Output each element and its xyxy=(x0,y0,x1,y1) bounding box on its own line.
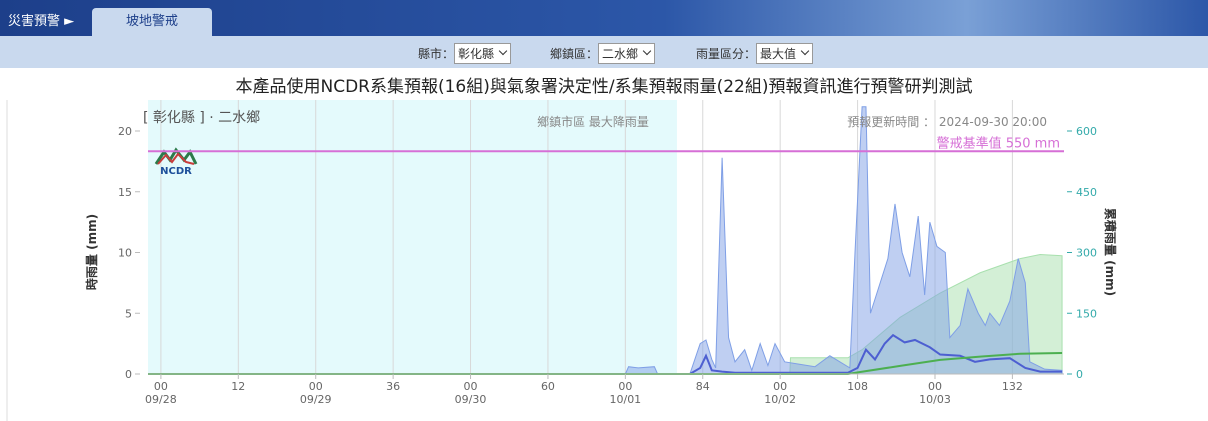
y2-tick-label: 300 xyxy=(1076,247,1097,260)
y-axis-label: 時雨量 (mm) xyxy=(84,214,99,290)
x-tick-label: 84 xyxy=(695,380,710,393)
y2-tick-label: 450 xyxy=(1076,186,1097,199)
chart-subtitle: 鄉鎮市區 最大降雨量 xyxy=(537,114,649,129)
filter-label: 鄉鎮區： xyxy=(550,47,599,61)
y2-tick-label: 150 xyxy=(1076,307,1097,320)
x-tick-label: 00 09/30 xyxy=(454,380,487,406)
filter: 縣市： 彰化縣 xyxy=(418,43,512,64)
filter-select[interactable]: 二水鄉 xyxy=(598,43,656,64)
x-tick-label: 132 xyxy=(1001,380,1023,393)
filter: 雨量區分： 最大值 xyxy=(696,43,814,64)
x-tick-label: 00 10/01 xyxy=(609,380,642,406)
y-tick-label: 0 xyxy=(125,368,132,381)
y-tick-label: 15 xyxy=(118,186,132,199)
filter-label: 縣市： xyxy=(418,47,455,61)
nav-brand[interactable]: 災害預警 ► xyxy=(8,14,75,29)
x-tick-label: 60 xyxy=(540,380,555,393)
x-tick-label: 00 09/28 xyxy=(145,380,177,406)
x-tick-label: 00 09/29 xyxy=(299,380,332,406)
y-tick-label: 10 xyxy=(118,247,132,260)
y2-tick-label: 0 xyxy=(1076,368,1083,381)
x-tick-label: 36 xyxy=(386,380,401,393)
plot-area xyxy=(148,100,1063,375)
threshold-label: 警戒基準值 550 mm xyxy=(937,135,1060,151)
notice: 本產品使用NCDR系集預報(16組)與氣象署決定性/系集預報雨量(22組)預報資… xyxy=(235,77,973,97)
x-tick-label: 00 10/02 xyxy=(764,380,796,406)
top-bar: 災害預警 ► 坡地警戒 xyxy=(0,0,1208,36)
filter-bar: 縣市： 彰化縣 鄉鎮區： 二水鄉 雨量區分： 最大值 xyxy=(0,36,1208,68)
chart-title: [ 彰化縣 ] · 二水鄉 xyxy=(143,109,260,126)
y-tick-label: 5 xyxy=(125,307,132,320)
line xyxy=(689,333,1063,375)
plot-band xyxy=(148,100,677,374)
update-time: 預報更新時間 ： 2024-09-30 20:00 xyxy=(847,114,1047,129)
filter: 鄉鎮區： 二水鄉 xyxy=(550,43,656,64)
filter-select[interactable]: 最大值 xyxy=(756,43,814,64)
x-tick-label: 00 10/03 xyxy=(919,380,951,406)
filter-label: 雨量區分： xyxy=(696,47,757,61)
y2-tick-label: 600 xyxy=(1076,125,1097,138)
x-tick-label: 12 xyxy=(231,380,246,393)
y2-axis-label: 累積雨量 (mm) xyxy=(1103,208,1118,296)
logo-text: NCDR xyxy=(160,166,192,177)
y-tick-label: 20 xyxy=(118,125,132,138)
filter-select[interactable]: 彰化縣 xyxy=(454,43,512,64)
nav-tab[interactable]: 坡地警戒 xyxy=(92,8,212,36)
x-tick-label: 108 xyxy=(847,380,869,393)
